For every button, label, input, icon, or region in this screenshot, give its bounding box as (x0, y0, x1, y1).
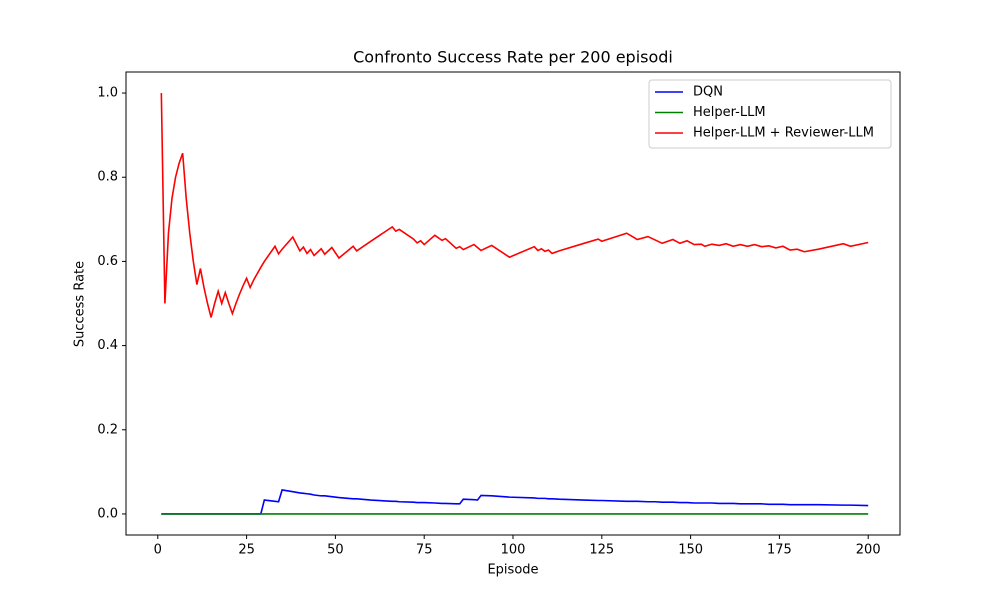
x-axis-label: Episode (487, 563, 538, 578)
y-tick-label: 0.4 (97, 338, 118, 353)
chart-title: Confronto Success Rate per 200 episodi (353, 48, 673, 67)
y-tick-label: 0.2 (97, 422, 118, 437)
y-tick-label: 0.6 (97, 254, 118, 269)
x-tick-label: 100 (501, 543, 526, 558)
x-tick-label: 75 (416, 543, 433, 558)
x-tick-label: 25 (238, 543, 255, 558)
plot-frame (125, 71, 901, 536)
x-tick-label: 50 (327, 543, 344, 558)
y-axis-label: Success Rate (73, 261, 88, 347)
x-tick-label: 175 (767, 543, 792, 558)
x-tick-label: 0 (154, 543, 162, 558)
y-tick-label: 1.0 (97, 86, 118, 101)
x-tick-label: 200 (856, 543, 881, 558)
legend: DQN Helper-LLM Helper-LLM + Reviewer-LLM (648, 79, 892, 149)
x-tick-label: 150 (678, 543, 703, 558)
legend-box (648, 79, 892, 149)
y-tick-label: 0.8 (97, 170, 118, 185)
legend-label: Helper-LLM + Reviewer-LLM (693, 126, 874, 141)
line-series (160, 93, 869, 318)
legend-label: DQN (693, 85, 723, 100)
x-tick-label: 125 (589, 543, 614, 558)
legend-label: Helper-LLM (693, 105, 766, 120)
y-tick-label: 0.0 (97, 506, 118, 521)
